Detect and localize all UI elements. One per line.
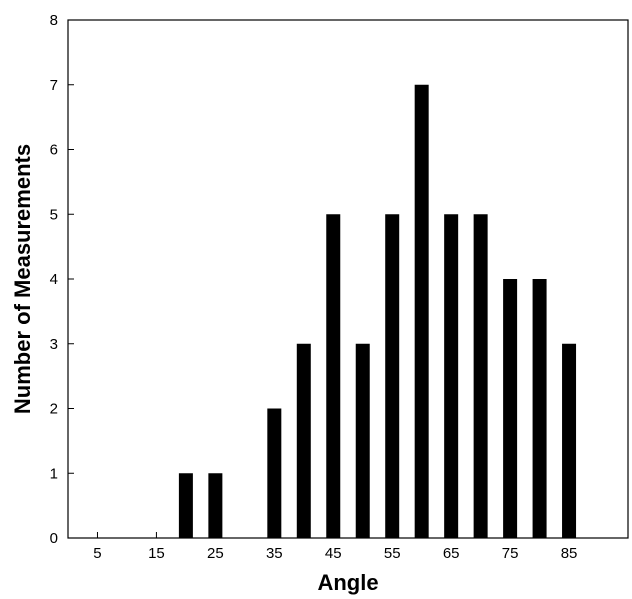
y-tick-label: 6 bbox=[50, 142, 58, 159]
bar bbox=[444, 214, 459, 538]
x-tick-label: 45 bbox=[325, 545, 342, 562]
y-tick-label: 3 bbox=[50, 336, 58, 353]
x-tick-label: 35 bbox=[266, 545, 283, 562]
y-tick-label: 4 bbox=[50, 271, 58, 288]
y-tick-label: 2 bbox=[50, 401, 58, 418]
y-axis-ticks: 0 1 2 3 4 5 6 7 8 bbox=[50, 12, 74, 547]
bar bbox=[208, 473, 223, 538]
x-tick-label: 5 bbox=[93, 545, 101, 562]
y-tick-label: 7 bbox=[50, 77, 58, 94]
y-tick-label: 8 bbox=[50, 12, 58, 29]
x-tick-label: 55 bbox=[384, 545, 401, 562]
x-axis-ticks: 5 15 25 35 45 55 65 75 85 bbox=[93, 532, 577, 562]
bar bbox=[562, 343, 577, 538]
bar bbox=[296, 343, 311, 538]
bar bbox=[473, 214, 488, 538]
bar bbox=[355, 343, 370, 538]
bar bbox=[385, 214, 400, 538]
y-tick-label: 5 bbox=[50, 206, 58, 223]
x-tick-label: 15 bbox=[148, 545, 165, 562]
bar bbox=[326, 214, 341, 538]
bar bbox=[267, 408, 282, 538]
x-axis-title: Angle bbox=[317, 570, 378, 595]
y-tick-label: 0 bbox=[50, 530, 58, 547]
y-axis-title: Number of Measurements bbox=[10, 144, 35, 414]
x-tick-label: 85 bbox=[561, 545, 578, 562]
bar bbox=[414, 84, 429, 538]
bar bbox=[178, 473, 193, 538]
bar bbox=[503, 279, 518, 538]
bar bbox=[532, 279, 547, 538]
x-tick-label: 25 bbox=[207, 545, 224, 562]
x-tick-label: 65 bbox=[443, 545, 460, 562]
x-tick-label: 75 bbox=[502, 545, 519, 562]
bars bbox=[178, 84, 577, 538]
y-tick-label: 1 bbox=[50, 465, 58, 482]
